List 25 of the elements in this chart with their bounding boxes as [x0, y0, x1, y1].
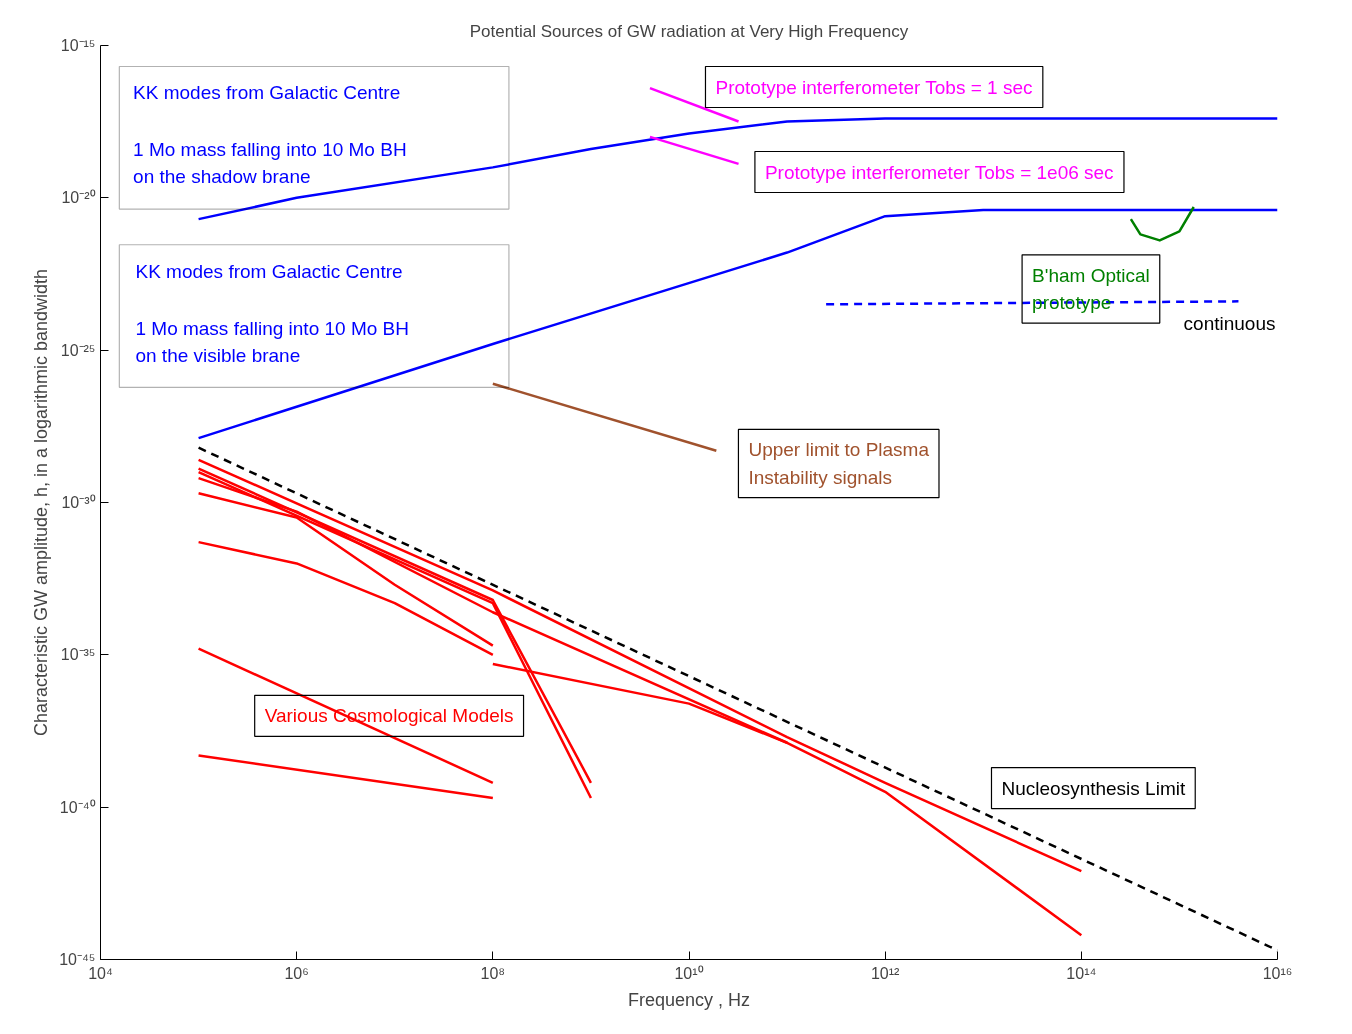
annotation: 1 Mo mass falling into 10 Mo BH on the visible brane	[135, 318, 409, 367]
annotation: Prototype interferometer Tobs = 1e06 sec	[764, 161, 1114, 183]
annotation: Upper limit to Plasma Instability signals	[748, 439, 930, 488]
y-tick-label: 10⁻²⁵	[60, 341, 96, 359]
y-tick-label: 10⁻⁴⁰	[59, 798, 96, 816]
y-tick-label: 10⁻³⁰	[61, 494, 96, 511]
y-tick-label: 10⁻³⁵	[60, 646, 96, 664]
annotation: KK modes from Galactic Centre	[133, 82, 401, 104]
annotation: KK modes from Galactic Centre	[135, 261, 403, 283]
y-axis-title: Characteristic GW amplitude, h, in a logarithmic bandwidth	[31, 268, 52, 737]
annotation: continuous	[1183, 312, 1276, 334]
x-tick-label: 10¹⁴	[1066, 964, 1097, 982]
x-tick-label: 10¹⁰	[674, 964, 704, 982]
x-tick-label: 10¹²	[870, 964, 901, 982]
x-tick-label: 10⁸	[480, 964, 506, 982]
annotation: 1 Mo mass falling into 10 Mo BH on the shadow brane	[133, 138, 407, 188]
chart-title: Potential Sources of GW radiation at Very High Frequency	[469, 21, 909, 41]
annotation: B'ham Optical prototype	[1032, 264, 1150, 314]
y-tick-label: 10⁻²⁰	[61, 189, 96, 207]
x-tick-label: 10¹⁶	[1262, 964, 1293, 982]
x-tick-label: 10⁶	[284, 964, 309, 982]
x-axis-title: Frequency , Hz	[627, 989, 751, 1010]
y-tick-label: 10⁻¹⁵	[60, 37, 96, 54]
annotation: Prototype interferometer Tobs = 1 sec	[715, 76, 1033, 98]
annotation: Nucleosynthesis Limit	[1001, 777, 1186, 799]
